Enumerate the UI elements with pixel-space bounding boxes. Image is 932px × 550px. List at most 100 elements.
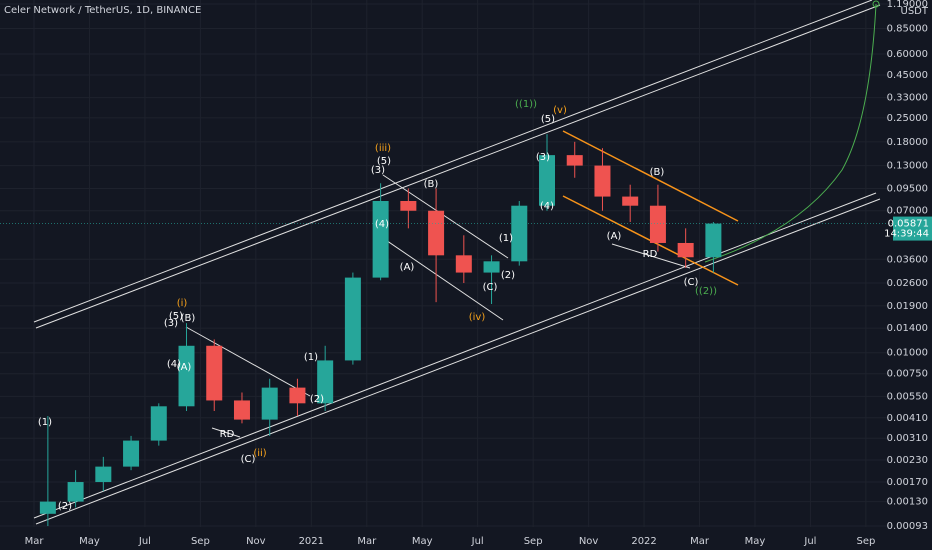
y-tick-label: 0.13000 (887, 161, 928, 172)
x-tick-label: Jul (138, 536, 151, 547)
wave-label: (C) (684, 277, 699, 288)
rd-arrow (211, 427, 241, 438)
wave-label: RD (220, 429, 235, 440)
wave-label: (1) (499, 233, 513, 244)
wave-label: (i) (177, 298, 188, 309)
axis-unit: USDT (901, 6, 929, 17)
y-tick-label: 0.18000 (887, 137, 928, 148)
last-price-label: 0.05871 (888, 219, 929, 230)
candles (0, 134, 893, 527)
candle-body (400, 200, 417, 211)
y-tick-label: 1.19000 (887, 0, 928, 10)
x-tick-label: Nov (246, 536, 266, 547)
candle-body (289, 387, 306, 404)
candle-body (150, 406, 167, 441)
y-tick-label: 0.00550 (887, 391, 928, 402)
wave-label: (1) (38, 417, 52, 428)
y-tick-label: 0.33000 (887, 93, 928, 104)
drawings (33, 0, 881, 525)
projection-end (872, 0, 880, 8)
candle-body (123, 440, 140, 467)
countdown: 14:39:44 (884, 229, 929, 240)
y-tick-label: 0.01000 (887, 348, 928, 359)
wave-label: (4) (540, 201, 554, 212)
candle-body (622, 196, 639, 206)
wave-label: (B) (424, 179, 439, 190)
wave-label: (C) (483, 282, 498, 293)
y-tick-label: 0.00410 (887, 413, 928, 424)
wave-label: ((2)) (695, 286, 717, 297)
x-tick-label: May (79, 536, 100, 547)
chart-title: Celer Network / TetherUS, 1D, BINANCE (4, 5, 201, 16)
candle-body (677, 242, 694, 258)
candle-body (317, 360, 334, 404)
projection-curve (704, 3, 877, 263)
wave-label: (v) (553, 105, 567, 116)
wave-label: (4) (375, 219, 389, 230)
channel-upper (35, 4, 881, 329)
wave-label: (ii) (253, 448, 266, 459)
y-tick-label: 0.01400 (887, 323, 928, 334)
wave-label: (2) (58, 501, 72, 512)
candle-body (39, 501, 56, 514)
y-tick-label: 0.00170 (887, 477, 928, 488)
price-axis (893, 0, 932, 550)
y-tick-label: 0.45000 (887, 70, 928, 81)
y-tick-label: 0.00130 (887, 497, 928, 508)
channel-lower (33, 192, 877, 519)
x-tick-label: 2021 (299, 536, 324, 547)
y-tick-label: 0.00750 (887, 369, 928, 380)
x-tick-label: Sep (191, 536, 210, 547)
y-tick-label: 0.25000 (887, 113, 928, 124)
x-tick-label: Mar (690, 536, 710, 547)
candle-body (233, 400, 250, 420)
wave-label: (5) (377, 156, 391, 167)
grid (0, 0, 893, 527)
x-tick-label: 2022 (631, 536, 656, 547)
y-tick-label: 0.60000 (887, 49, 928, 60)
wave-label: (3) (536, 152, 550, 163)
wave-label: (A) (177, 362, 192, 373)
candle-body (344, 277, 361, 361)
wave-label: (A) (607, 231, 622, 242)
wave-label: (2) (501, 270, 515, 281)
trend-line (185, 326, 311, 397)
wave-label: (4) (167, 359, 181, 370)
x-tick-label: Mar (25, 536, 45, 547)
y-tick-label: 0.03600 (887, 254, 928, 265)
wave-label: (2) (310, 394, 324, 405)
y-tick-label: 0.07000 (887, 206, 928, 217)
rd-arrow (611, 243, 691, 269)
candle-body (649, 205, 666, 243)
x-tick-label: Sep (524, 536, 543, 547)
candle-body (566, 155, 583, 166)
y-tick-label: 0.00310 (887, 433, 928, 444)
wave-label: RD (643, 249, 658, 260)
trend-line (382, 174, 509, 259)
x-tick-label: May (412, 536, 433, 547)
candle-body (455, 255, 472, 273)
x-tick-label: Nov (579, 536, 599, 547)
wave-label: (iii) (375, 143, 391, 154)
y-tick-label: 0.00093 (887, 521, 928, 532)
candle-body (261, 387, 278, 420)
candle-body (95, 466, 112, 483)
x-tick-label: May (745, 536, 766, 547)
candle-body (372, 200, 389, 278)
y-tick-label: 0.09500 (887, 183, 928, 194)
candle-body (178, 345, 195, 407)
wave-label: (B) (650, 167, 665, 178)
candle-body (428, 210, 445, 256)
y-tick-label: 0.01900 (887, 301, 928, 312)
channel-lower (35, 198, 881, 525)
y-tick-label: 0.85000 (887, 24, 928, 35)
wave-label: (5) (169, 311, 183, 322)
last-price-box (893, 216, 932, 241)
wave-label: (3) (371, 165, 385, 176)
x-tick-label: Jul (471, 536, 484, 547)
wave-label: (A) (400, 262, 415, 273)
candle-body (206, 345, 223, 401)
y-tick-label: 0.00230 (887, 455, 928, 466)
